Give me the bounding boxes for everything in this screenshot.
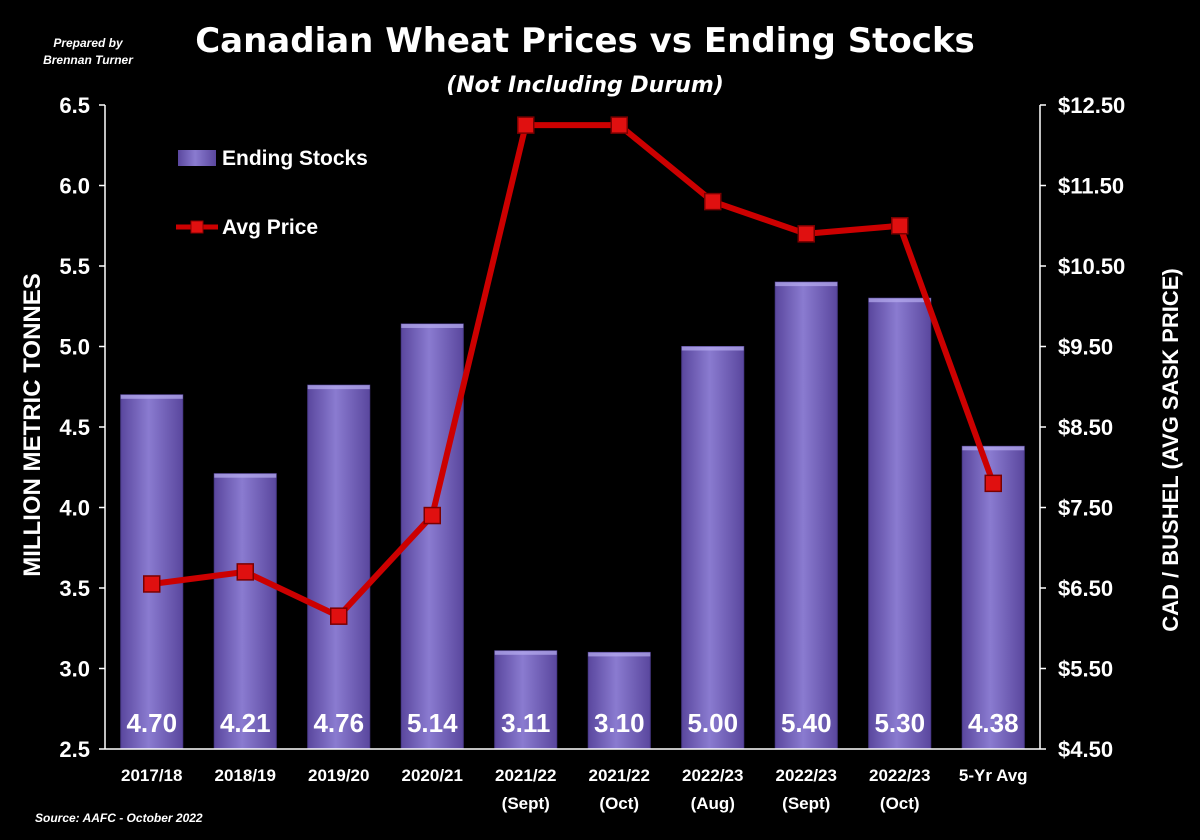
stocks-bar-label: 3.10	[594, 708, 645, 738]
price-line-series	[143, 116, 1002, 625]
right-tick-label: $10.50	[1058, 254, 1125, 279]
x-tick-label: 2017/18	[121, 766, 182, 785]
stocks-bar-label: 5.00	[687, 708, 738, 738]
price-point	[984, 474, 1002, 493]
x-tick-label: 2022/23	[682, 766, 743, 785]
x-tick-label: (Oct)	[880, 794, 920, 813]
chart-subtitle: (Not Including Durum)	[446, 73, 724, 98]
legend-price-swatch-marker	[190, 220, 204, 234]
stocks-bar	[120, 394, 184, 750]
stocks-bar-cap	[962, 446, 1025, 451]
left-tick-label: 6.0	[59, 174, 90, 199]
left-tick-label: 5.5	[59, 254, 90, 279]
legend-price-label: Avg Price	[222, 216, 318, 239]
stocks-bar-cap	[120, 394, 183, 399]
price-point	[704, 192, 722, 211]
stocks-bar-label: 4.70	[126, 708, 177, 738]
price-point	[236, 563, 254, 581]
credit-line-1: Prepared by	[53, 36, 124, 50]
stocks-bar-label: 5.14	[407, 708, 458, 738]
right-tick-label: $6.50	[1058, 576, 1113, 601]
stocks-bar-cap	[494, 650, 557, 655]
right-tick-label: $4.50	[1058, 737, 1113, 762]
left-tick-label: 5.0	[59, 335, 90, 360]
stocks-bar-cap	[868, 298, 931, 303]
stocks-bar	[774, 281, 838, 750]
stocks-bar	[868, 297, 932, 750]
x-tick-label: 2021/22	[589, 766, 650, 785]
price-point	[610, 116, 628, 134]
x-tick-label: (Oct)	[599, 794, 639, 813]
right-tick-label: $8.50	[1058, 415, 1113, 440]
bar-data-labels: 4.70 4.21 4.76 5.14 3.11 3.10 5.00 5.40 5.30 4.38	[126, 708, 1018, 738]
price-point	[797, 225, 815, 243]
x-tick-label: 5-Yr Avg	[959, 766, 1028, 785]
x-tick-label: 2022/23	[776, 766, 837, 785]
stocks-bar-label: 3.11	[501, 708, 550, 738]
stocks-bar-cap	[588, 652, 651, 657]
legend-stocks-swatch	[178, 150, 216, 166]
left-axis-title: MILLION METRIC TONNES	[19, 273, 46, 577]
x-tick-label: 2019/20	[308, 766, 369, 785]
legend-stocks-label: Ending Stocks	[222, 147, 368, 170]
left-tick-label: 3.5	[59, 576, 90, 601]
right-axis-ticks: $4.50 $5.50 $6.50 $7.50 $8.50 $9.50 $10.50 $11.…	[1040, 93, 1125, 762]
right-tick-label: $11.50	[1058, 174, 1124, 199]
x-tick-label: 2021/22	[495, 766, 556, 785]
stocks-bar-label: 5.40	[781, 708, 832, 738]
x-tick-label: (Aug)	[691, 794, 735, 813]
left-tick-label: 6.5	[59, 93, 90, 118]
credit-line-2: Brennan Turner	[43, 53, 134, 67]
chart-title: Canadian Wheat Prices vs Ending Stocks	[195, 21, 975, 61]
price-point	[423, 506, 441, 525]
source-note: Source: AAFC - October 2022	[35, 811, 203, 825]
stocks-bar-cap	[775, 282, 838, 287]
stocks-bar-cap	[401, 323, 464, 328]
price-line	[151, 122, 997, 620]
left-axis-ticks: 2.5 3.0 3.5 4.0 4.5 5.0 5.5 6.0 6.5	[59, 93, 105, 762]
stocks-bar-label: 4.21	[220, 708, 271, 738]
x-tick-label: (Sept)	[782, 794, 830, 813]
left-tick-label: 3.0	[59, 657, 90, 682]
price-point	[517, 116, 535, 134]
right-tick-label: $9.50	[1058, 335, 1113, 360]
left-tick-label: 4.0	[59, 496, 90, 521]
stocks-bar	[961, 445, 1025, 750]
stocks-bar	[587, 651, 651, 750]
x-axis-ticks: 2017/18 2018/19 2019/20 2020/21 2021/22 (Sept…	[121, 766, 1028, 813]
stocks-bar-cap	[214, 473, 277, 478]
left-tick-label: 4.5	[59, 415, 90, 440]
stocks-bar	[307, 384, 371, 750]
stocks-bar-label: 4.76	[313, 708, 364, 738]
stocks-bar	[681, 346, 745, 750]
price-point	[143, 575, 161, 593]
price-point	[891, 217, 909, 235]
stocks-bar-cap	[681, 346, 744, 351]
x-tick-label: (Sept)	[502, 794, 550, 813]
stocks-bar-label: 4.38	[968, 708, 1019, 738]
stocks-bar-cap	[307, 385, 370, 390]
right-tick-label: $7.50	[1058, 496, 1113, 521]
x-tick-label: 2020/21	[402, 766, 463, 785]
stocks-bar-label: 5.30	[874, 708, 925, 738]
legend: Ending Stocks Avg Price	[176, 147, 368, 239]
right-tick-label: $5.50	[1058, 657, 1113, 682]
right-axis-title: CAD / BUSHEL (AVG SASK PRICE)	[1158, 268, 1183, 631]
x-tick-label: 2022/23	[869, 766, 930, 785]
x-tick-label: 2018/19	[215, 766, 276, 785]
bar-series	[120, 281, 1025, 750]
price-point	[330, 607, 348, 625]
left-tick-label: 2.5	[59, 737, 90, 762]
right-tick-label: $12.50	[1058, 93, 1125, 118]
